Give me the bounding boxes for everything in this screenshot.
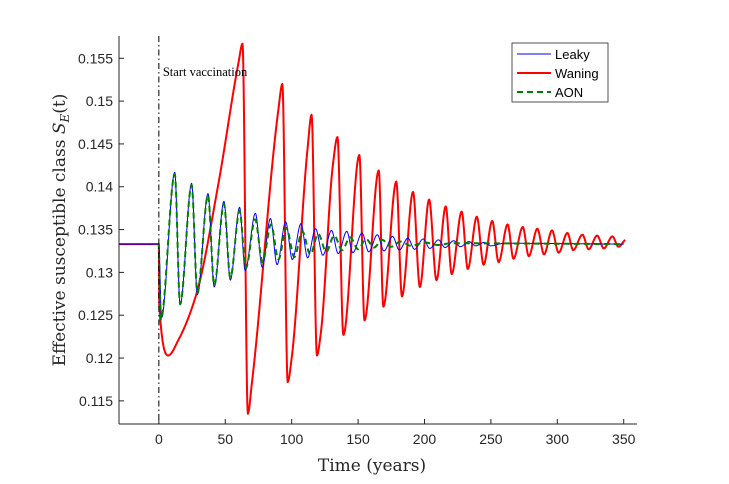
y-tick-label: 0.115 — [79, 393, 113, 409]
y-tick-label: 0.15 — [86, 93, 113, 109]
y-tick-label: 0.155 — [78, 50, 113, 66]
series-line-aon — [157, 172, 625, 321]
legend-label-aon: AON — [555, 85, 583, 100]
y-tick-label: 0.125 — [78, 307, 113, 323]
annotation-start-vaccination: Start vaccination — [163, 65, 248, 79]
legend-label-waning: Waning — [555, 66, 599, 81]
y-tick-label: 0.12 — [86, 350, 113, 366]
x-tick-label: 150 — [346, 431, 370, 447]
x-tick-label: 250 — [479, 431, 503, 447]
x-axis-label: Time (years) — [318, 456, 426, 476]
y-tick-label: 0.14 — [86, 179, 113, 195]
x-tick-label: 50 — [217, 431, 233, 447]
x-tick-label: 350 — [612, 431, 636, 447]
x-tick-label: 100 — [280, 431, 304, 447]
x-tick-label: 300 — [546, 431, 570, 447]
y-tick-label: 0.135 — [78, 222, 113, 238]
y-tick-label: 0.145 — [78, 136, 113, 152]
series-line-waning — [118, 42, 626, 415]
y-axis-label: Effective susceptible class SE(t) — [50, 94, 72, 367]
x-tick-label: 200 — [413, 431, 437, 447]
y-tick-label: 0.13 — [86, 264, 113, 280]
x-tick-label: 0 — [155, 431, 163, 447]
legend: Leaky Waning AON — [511, 42, 609, 103]
legend-label-leaky: Leaky — [555, 47, 590, 62]
